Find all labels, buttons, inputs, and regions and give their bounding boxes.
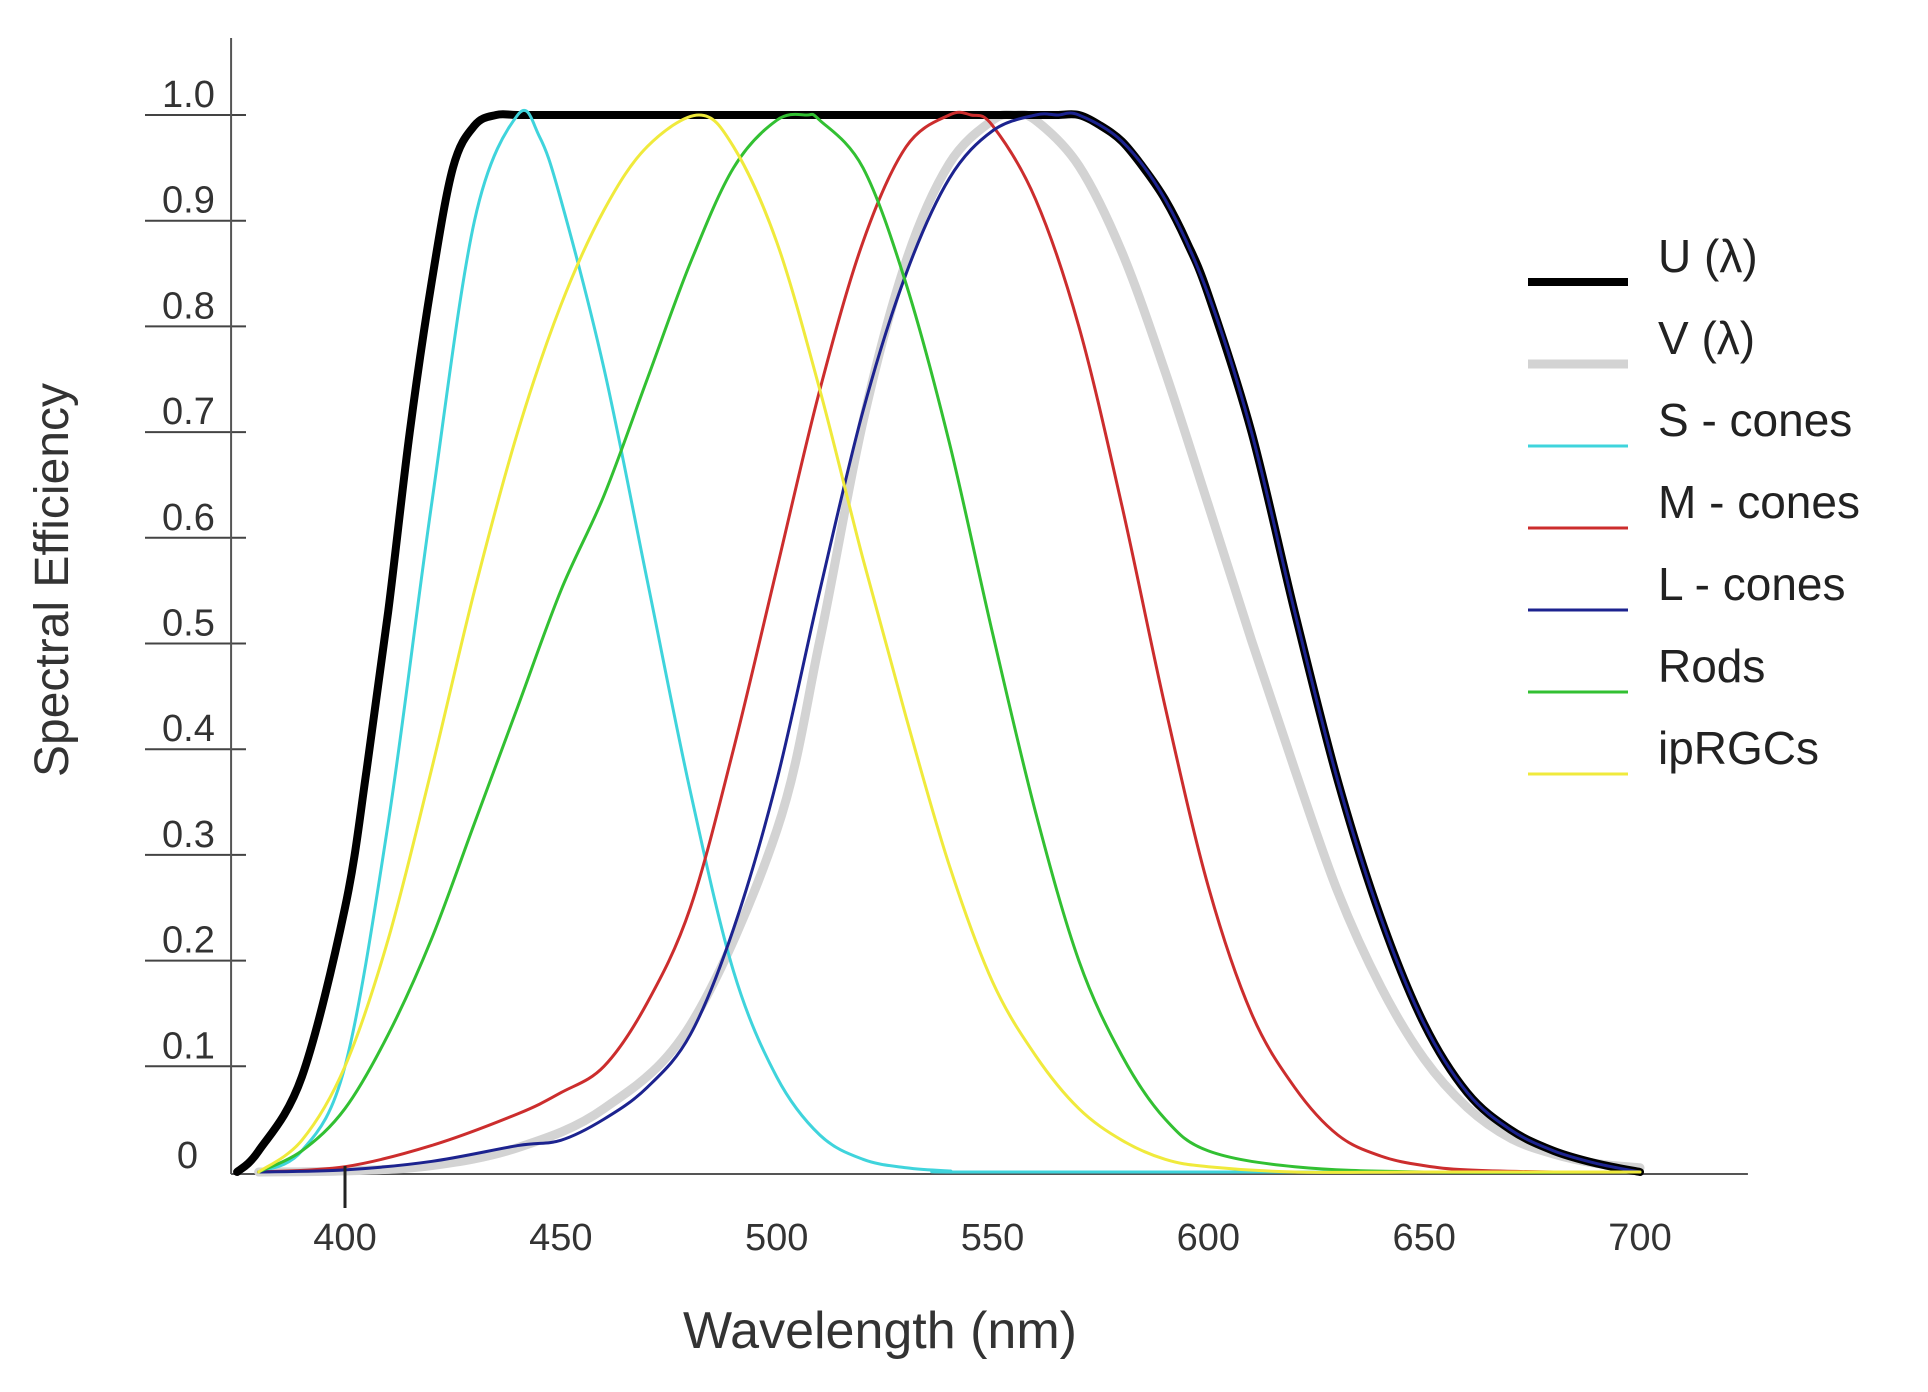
legend-label: L - cones: [1658, 558, 1846, 610]
legend-label: ipRGCs: [1658, 722, 1819, 774]
x-axis-title: Wavelength (nm): [683, 1302, 1077, 1360]
x-ticks: 400 450 500 550 600 650 700: [313, 1166, 1672, 1259]
x-tick-label: 600: [1177, 1217, 1240, 1259]
y-tick-label: 0.1: [162, 1025, 215, 1067]
series-layer: [233, 108, 1645, 1177]
y-tick-label: 1.0: [162, 74, 215, 116]
axes: [230, 38, 1748, 1175]
series-line-rods: [257, 112, 1642, 1174]
y-tick-label: 0.4: [162, 708, 215, 750]
y-tick-label: 0.5: [162, 603, 215, 645]
y-tick-label: 0.7: [162, 391, 215, 433]
y-tick-lines: [145, 114, 246, 1068]
legend: U (λ) V (λ) S - cones M - cones L - cones Rod…: [1528, 230, 1860, 776]
legend-label: M - cones: [1658, 476, 1860, 528]
y-tick-label: 0: [177, 1135, 198, 1177]
series-line-u: [233, 110, 1644, 1176]
legend-label: U (λ): [1658, 230, 1758, 282]
y-tick-label: 0.3: [162, 814, 215, 856]
legend-label: S - cones: [1658, 394, 1852, 446]
y-tick-label: 0.8: [162, 285, 215, 327]
y-axis-title: Spectral Efficiency: [26, 383, 79, 777]
y-tick-label: 0.9: [162, 180, 215, 222]
x-tick-label: 500: [745, 1217, 808, 1259]
x-tick-label: 400: [313, 1217, 376, 1259]
x-tick-label: 450: [529, 1217, 592, 1259]
x-tick-label: 550: [961, 1217, 1024, 1259]
y-tick-label: 0.2: [162, 920, 215, 962]
series-line-s-cones: [257, 108, 1642, 1174]
series-line-l-cones: [257, 111, 1642, 1174]
y-tick-label: 0.6: [162, 497, 215, 539]
x-tick-label: 650: [1392, 1217, 1455, 1259]
series-line-v: [254, 109, 1645, 1177]
series-line-m-cones: [257, 110, 1642, 1174]
y-ticks: 0 0.1 0.2 0.3 0.4 0.5 0.6 0.7 0.8 0.9 1.0: [162, 74, 215, 1177]
legend-label: V (λ): [1658, 312, 1755, 364]
series-line-iprgcs: [257, 113, 1642, 1174]
legend-label: Rods: [1658, 640, 1765, 692]
x-tick-label: 700: [1608, 1217, 1671, 1259]
